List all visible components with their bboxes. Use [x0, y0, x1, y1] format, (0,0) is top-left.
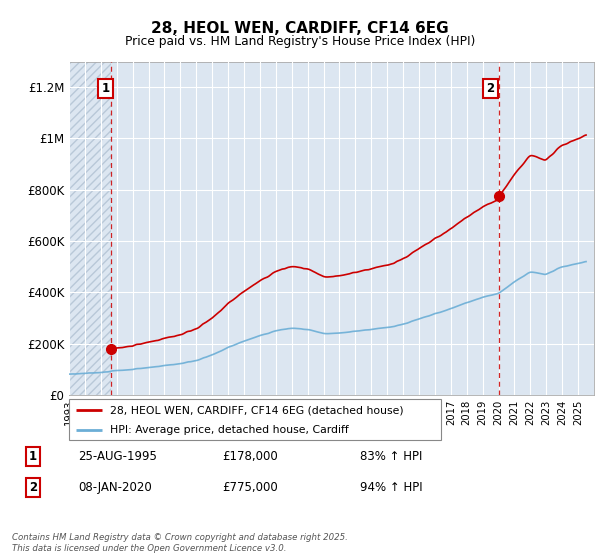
Text: Contains HM Land Registry data © Crown copyright and database right 2025.
This d: Contains HM Land Registry data © Crown c… [12, 533, 348, 553]
Text: 28, HEOL WEN, CARDIFF, CF14 6EG: 28, HEOL WEN, CARDIFF, CF14 6EG [151, 21, 449, 36]
Text: 1: 1 [29, 450, 37, 463]
Text: Price paid vs. HM Land Registry's House Price Index (HPI): Price paid vs. HM Land Registry's House … [125, 35, 475, 48]
Text: 2: 2 [29, 480, 37, 494]
Text: 2: 2 [487, 82, 494, 95]
Text: HPI: Average price, detached house, Cardiff: HPI: Average price, detached house, Card… [110, 424, 349, 435]
Text: £775,000: £775,000 [222, 480, 278, 494]
Text: 94% ↑ HPI: 94% ↑ HPI [360, 480, 422, 494]
Text: 08-JAN-2020: 08-JAN-2020 [78, 480, 152, 494]
FancyBboxPatch shape [69, 399, 441, 440]
Text: 1: 1 [101, 82, 110, 95]
Text: 28, HEOL WEN, CARDIFF, CF14 6EG (detached house): 28, HEOL WEN, CARDIFF, CF14 6EG (detache… [110, 405, 404, 415]
Text: 83% ↑ HPI: 83% ↑ HPI [360, 450, 422, 463]
Text: 25-AUG-1995: 25-AUG-1995 [78, 450, 157, 463]
Text: £178,000: £178,000 [222, 450, 278, 463]
